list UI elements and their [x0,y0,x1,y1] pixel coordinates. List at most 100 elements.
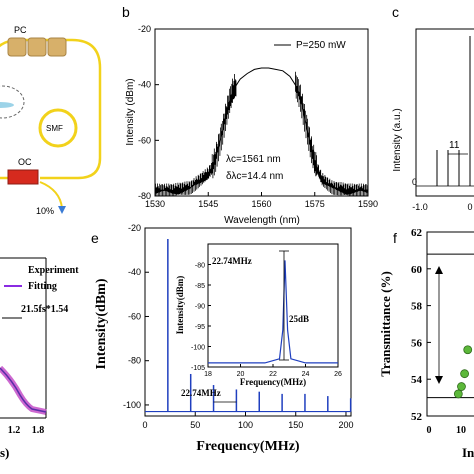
x-tick-c: 0 [467,202,472,212]
y-tick-label: -60 [128,311,141,321]
oc-label: OC [18,157,32,167]
x-tick-label: 50 [190,420,200,430]
y-tick-label: 54 [411,374,423,386]
pc-paddle [47,37,67,57]
x-tick-label: 1590 [358,199,378,209]
y-tick-label: 60 [411,264,423,276]
scatter-point [453,389,463,399]
inset-y-axis-label: Intensity(dBm) [175,276,185,335]
legend-fitting-d: Fitting [28,281,57,292]
y-tick-label: 52 [411,411,423,423]
x-tick-label: 0 [142,420,147,430]
scatter-point [463,345,473,355]
plot-frame-e [144,227,352,417]
output-fiber [39,181,63,209]
y-tick-label: 56 [411,337,423,349]
x-tick-label: 100 [238,420,253,430]
inset-annotation-freq: 22.74MHz [212,256,252,266]
y-tick-label: -20 [138,24,151,34]
inset-y-tick-label: -100 [191,345,205,352]
annotation-c: 11 [449,140,460,151]
x-tick-d: 1.2 [8,425,21,436]
inset-x-tick-label: 22 [269,371,277,378]
x-axis-label-b: Wavelength (nm) [224,215,300,226]
inset-y-tick-label: -85 [195,283,205,290]
arrow-head-down-icon [435,376,443,384]
x-axis-label-e: Frequency(MHz) [196,439,299,454]
annotation-bandwidth: δλc=14.4 nm [226,171,283,182]
smf-label: SMF [46,124,63,133]
plot-frame-f [426,231,474,417]
panel-d: Experiment Fitting 21.5fs*1.54 1.2 1.8 s… [0,257,79,460]
x-tick-label: 1530 [145,199,165,209]
panel-c: c Intensity (a.u.) 0 -1.0 0 11 [392,4,474,212]
inset-y-tick-label: -105 [191,365,205,372]
reference-lines-f [427,253,474,399]
inset-y-tick-label: -95 [195,324,205,331]
panel-f-label: f [393,230,397,246]
inset-frame-e [207,243,339,368]
x-axis-label-f: In [462,445,474,460]
panel-c-label: c [392,4,399,20]
annotation-e: 22.74MHz [181,388,221,398]
inset-x-tick-label: 24 [302,371,310,378]
inset-y-tick-label: -80 [195,263,205,270]
panel-a: PC SMF OC 10% [0,25,102,216]
y-tick-label: -80 [128,356,141,366]
x-tick-f: 10 [456,425,466,436]
annotation-center-wavelength: λc=1561 nm [226,154,281,165]
pc-label: PC [14,25,27,35]
fiber-loop [0,38,102,180]
y-axis-label-e: Intensity(dBm) [94,278,109,369]
inset-x-tick-label: 18 [204,371,212,378]
x-tick-label: 1545 [198,199,218,209]
pc-paddle [7,37,27,57]
output-ratio-label: 10% [36,206,54,216]
legend-experiment-d: Experiment [28,265,79,276]
x-axis-e: 0 50 100 150 200 [142,412,353,430]
inset-series-line [208,260,338,364]
x-axis-label-d: s) [0,445,9,460]
x-tick-label: 150 [288,420,303,430]
panel-e: e -100 -80 -60 -40 -20 0 50 100 150 200 Intensit… [91,223,353,454]
y-tick-label: 62 [411,227,423,239]
x-tick-f: 0 [427,425,432,436]
inset-x-tick-label: 20 [237,371,245,378]
inset-annotation-db: 25dB [289,314,309,324]
dashed-ellipse [0,85,25,119]
x-tick-label: 1560 [251,199,271,209]
scatter-points-f [453,345,473,399]
legend-label-b: P=250 mW [296,40,346,51]
y-axis-label-c: Intensity (a.u.) [392,108,403,171]
panel-b-label: b [122,4,130,20]
scatter-point [457,382,466,391]
y-tick-label: 58 [411,301,423,313]
y-axis-e: -100 -80 -60 -40 -20 [123,223,149,410]
inset-y-tick-label: -90 [195,304,205,311]
y-tick-label: -60 [138,135,151,145]
inset-y-axis: -80 -85 -90 -95 -100 -105 [191,263,211,372]
series-line-b [155,67,368,191]
inset-x-axis-label: Frequency(MHz) [240,377,306,387]
y-axis-label-b: Intensity (dBm) [125,78,136,145]
y-axis-f: 52 54 56 58 60 62 [411,227,431,423]
x-tick-label: 1575 [305,199,325,209]
output-arrow-icon [58,206,66,214]
y-tick-label: -100 [123,400,141,410]
x-tick-c: -1.0 [412,202,428,212]
fit-line-d [0,367,47,413]
smf-coil [38,108,78,148]
y-axis-label-f: Transmittance (%) [378,271,393,377]
x-tick-label: 200 [338,420,353,430]
noise-trace-b [155,71,368,196]
sample-lens [0,102,14,108]
panel-e-label: e [91,230,99,246]
oc-coupler [7,169,39,185]
arrow-head-up-icon [435,266,443,274]
x-tick-d: 1.8 [32,425,45,436]
y-tick-0-c: 0 [412,177,417,187]
y-tick-label: -80 [138,191,151,201]
panel-b: b -80 -60 -40 -20 1530 1545 1560 1575 1590 Inte… [122,4,378,226]
y-tick-label: -40 [128,267,141,277]
